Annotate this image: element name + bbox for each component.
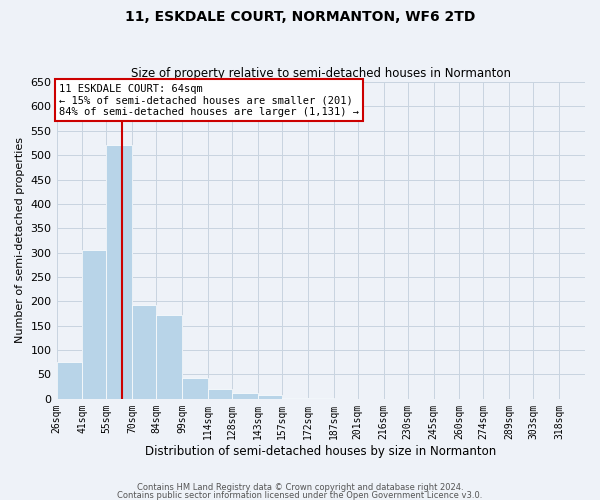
Bar xyxy=(282,398,308,399)
Bar xyxy=(56,362,82,399)
Y-axis label: Number of semi-detached properties: Number of semi-detached properties xyxy=(15,138,25,344)
Bar xyxy=(208,389,232,399)
Bar xyxy=(258,396,282,399)
Text: Contains HM Land Registry data © Crown copyright and database right 2024.: Contains HM Land Registry data © Crown c… xyxy=(137,484,463,492)
Bar xyxy=(157,315,182,399)
Bar xyxy=(82,250,106,399)
X-axis label: Distribution of semi-detached houses by size in Normanton: Distribution of semi-detached houses by … xyxy=(145,444,496,458)
Bar xyxy=(182,378,208,399)
Text: 11 ESKDALE COURT: 64sqm
← 15% of semi-detached houses are smaller (201)
84% of s: 11 ESKDALE COURT: 64sqm ← 15% of semi-de… xyxy=(59,84,359,117)
Bar xyxy=(232,393,258,399)
Bar xyxy=(132,306,157,399)
Title: Size of property relative to semi-detached houses in Normanton: Size of property relative to semi-detach… xyxy=(131,66,511,80)
Text: Contains public sector information licensed under the Open Government Licence v3: Contains public sector information licen… xyxy=(118,490,482,500)
Bar xyxy=(106,146,132,399)
Text: 11, ESKDALE COURT, NORMANTON, WF6 2TD: 11, ESKDALE COURT, NORMANTON, WF6 2TD xyxy=(125,10,475,24)
